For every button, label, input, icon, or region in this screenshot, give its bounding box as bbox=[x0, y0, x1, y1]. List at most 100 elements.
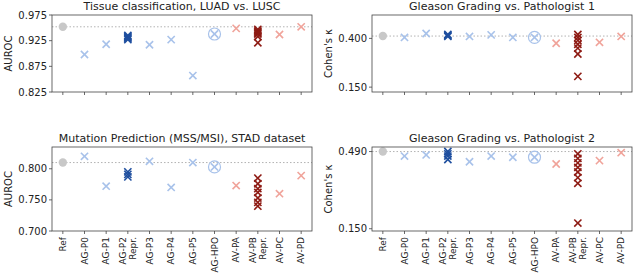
point-stroke bbox=[574, 41, 581, 48]
x-tick bbox=[214, 92, 215, 95]
x-tick bbox=[127, 92, 128, 95]
x-tick-label-line: AV-PA bbox=[231, 236, 241, 262]
point-stroke bbox=[103, 41, 110, 48]
x-tick-label: AG-P5 bbox=[508, 237, 518, 264]
x-tick-label: AG-P5 bbox=[188, 237, 198, 264]
panel: Tissue classification, LUAD vs. LUSCAURO… bbox=[3, 0, 312, 98]
x-tick bbox=[62, 92, 63, 95]
point bbox=[574, 50, 581, 57]
x-tick bbox=[171, 231, 172, 234]
point bbox=[529, 151, 541, 163]
x-tick bbox=[257, 231, 258, 234]
point bbox=[423, 151, 430, 158]
y-axis-label: Cohen's κ bbox=[323, 164, 334, 213]
point-stroke bbox=[401, 152, 408, 159]
x-tick-label-line: AV-PB bbox=[248, 237, 258, 263]
point-stroke bbox=[444, 33, 451, 40]
point bbox=[379, 147, 387, 155]
x-tick bbox=[214, 231, 215, 234]
point-stroke bbox=[276, 31, 283, 38]
point bbox=[168, 36, 175, 43]
x-tick-label: AV-PD bbox=[616, 237, 626, 264]
point bbox=[423, 30, 430, 37]
point-stroke bbox=[574, 50, 581, 57]
point-stroke bbox=[423, 30, 430, 37]
x-tick bbox=[577, 92, 578, 95]
x-tick bbox=[447, 92, 448, 95]
x-tick bbox=[382, 92, 383, 95]
point bbox=[553, 40, 560, 47]
point-stroke bbox=[233, 25, 240, 32]
y-tick-label: 0.975 bbox=[18, 10, 47, 21]
x-tick-label-line: AG-HPO bbox=[530, 237, 540, 273]
x-tick-label-line: AG-P1 bbox=[101, 237, 111, 264]
data bbox=[52, 153, 312, 210]
point-stroke bbox=[81, 153, 88, 160]
point-stroke bbox=[233, 182, 240, 189]
point-stroke bbox=[531, 154, 538, 161]
y-tick bbox=[49, 231, 52, 232]
point-stroke bbox=[168, 36, 175, 43]
point-stroke bbox=[211, 163, 218, 170]
point bbox=[254, 39, 261, 46]
x-tick bbox=[577, 231, 578, 234]
point-stroke bbox=[531, 154, 538, 161]
x-tick bbox=[447, 231, 448, 234]
x-tick bbox=[84, 231, 85, 234]
point-stroke bbox=[401, 152, 408, 159]
point-stroke bbox=[189, 159, 196, 166]
point bbox=[233, 25, 240, 32]
x-tick bbox=[171, 92, 172, 95]
point-stroke bbox=[596, 39, 603, 46]
point bbox=[233, 182, 240, 189]
x-tick-label: AG-P4 bbox=[166, 237, 176, 265]
point-stroke bbox=[574, 219, 581, 226]
point bbox=[444, 156, 451, 163]
point bbox=[276, 190, 283, 197]
point-ring bbox=[209, 28, 221, 40]
point bbox=[146, 158, 153, 165]
y-axis-label: Cohen's κ bbox=[323, 29, 334, 78]
point-stroke bbox=[531, 34, 538, 41]
x-tick-label-line: Repr. bbox=[128, 237, 138, 260]
point bbox=[574, 180, 581, 187]
point-ring bbox=[529, 151, 541, 163]
x-tick bbox=[257, 92, 258, 95]
point-stroke bbox=[574, 73, 581, 80]
x-tick bbox=[621, 231, 622, 234]
point bbox=[574, 219, 581, 226]
y-axis-label: AUROC bbox=[3, 36, 14, 72]
point-stroke bbox=[103, 183, 110, 190]
point-circle bbox=[59, 158, 67, 166]
x-tick bbox=[236, 92, 237, 95]
point-stroke bbox=[574, 37, 581, 44]
point-stroke bbox=[618, 33, 625, 40]
point-stroke bbox=[553, 40, 560, 47]
point bbox=[574, 73, 581, 80]
figure: Tissue classification, LUAD vs. LUSCAURO… bbox=[0, 0, 640, 273]
x-tick bbox=[279, 231, 280, 234]
x-tick bbox=[512, 92, 513, 95]
point-ring bbox=[209, 161, 221, 173]
title: Mutation Prediction (MSS/MSI), STAD data… bbox=[59, 132, 306, 145]
point bbox=[209, 28, 221, 40]
x-tick bbox=[192, 231, 193, 234]
x-tick-label: Ref bbox=[58, 236, 68, 251]
x-tick-label-line: AV-PB bbox=[568, 237, 578, 263]
x-tick bbox=[84, 92, 85, 95]
point-stroke bbox=[211, 30, 218, 37]
x-tick-label: AG-HPO bbox=[530, 237, 540, 273]
x-tick-label-line: AG-P4 bbox=[166, 237, 176, 265]
point-stroke bbox=[254, 185, 261, 192]
point bbox=[596, 39, 603, 46]
point-stroke bbox=[254, 39, 261, 46]
x-tick bbox=[149, 92, 150, 95]
point-stroke bbox=[103, 183, 110, 190]
point bbox=[146, 41, 153, 48]
point-stroke bbox=[254, 199, 261, 206]
x-tick-label-line: Repr. bbox=[448, 237, 458, 260]
point bbox=[444, 33, 451, 40]
point-stroke bbox=[574, 41, 581, 48]
x-tick-label: AG-HPO bbox=[210, 237, 220, 273]
point bbox=[466, 158, 473, 165]
